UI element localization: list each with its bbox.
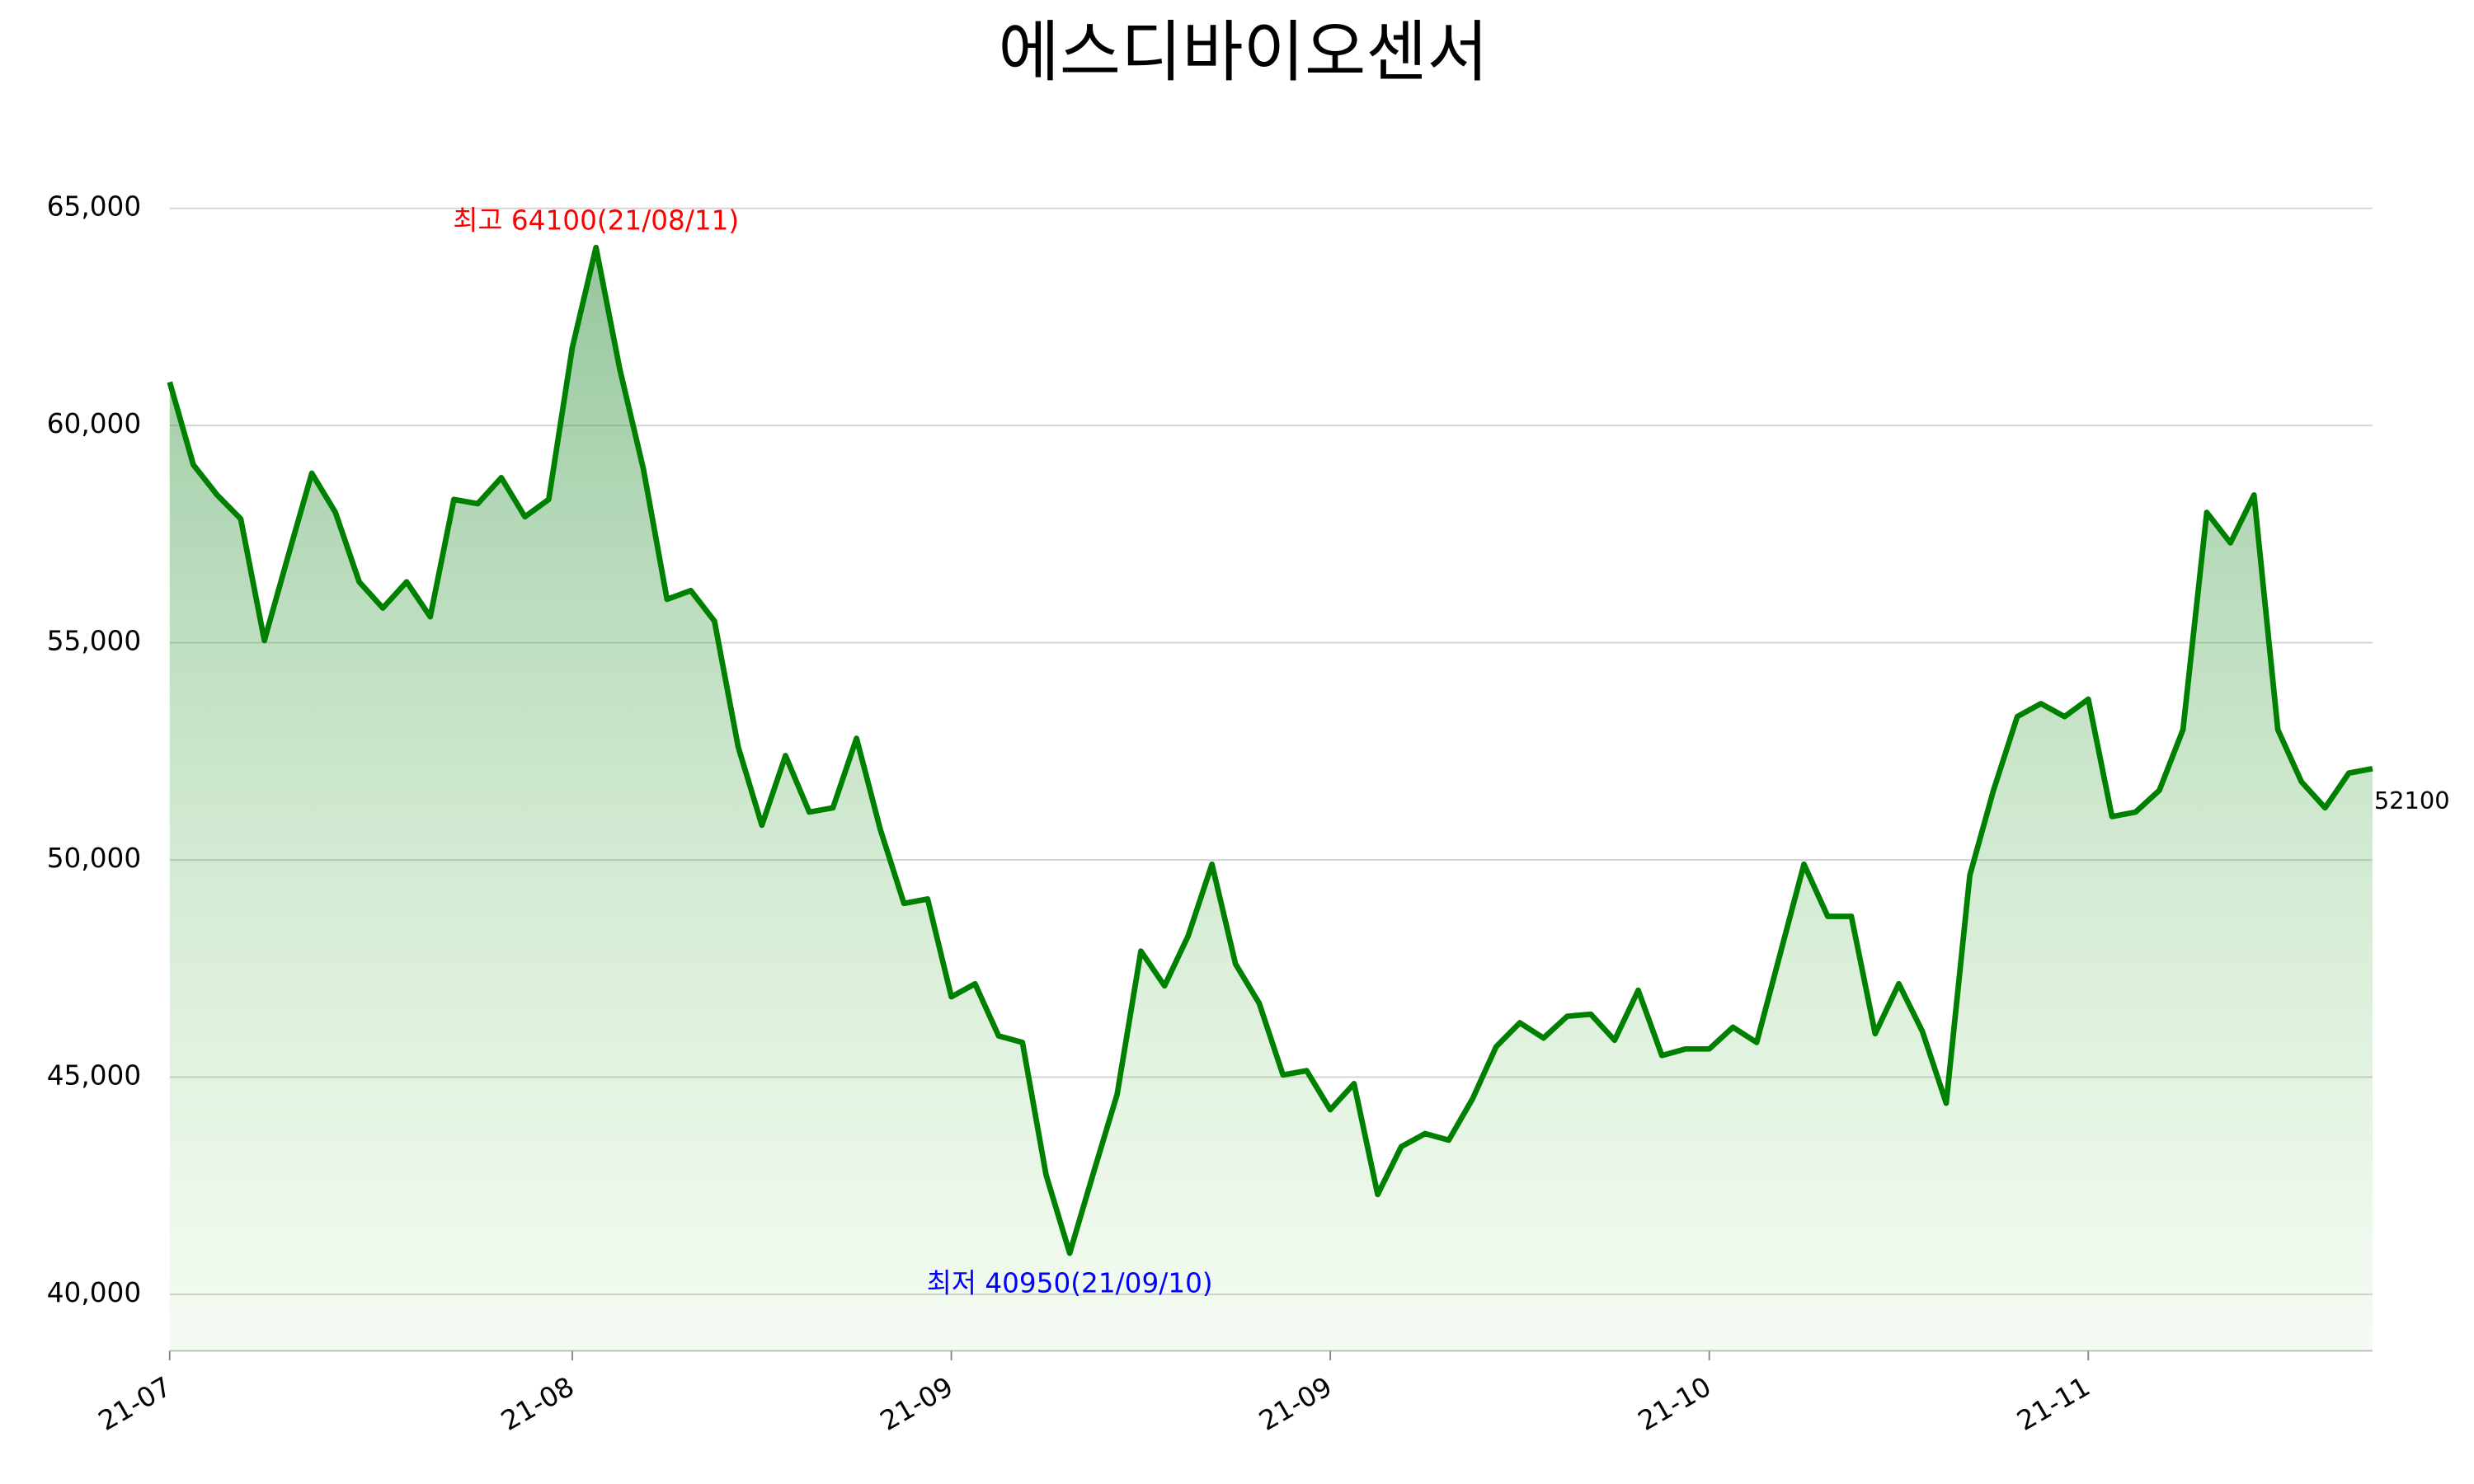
y-tick-label: 55,000 <box>47 626 141 657</box>
y-tick-label: 45,000 <box>47 1060 141 1092</box>
line <box>167 244 2373 1256</box>
x-tick-label: 21-11 <box>2011 1371 2095 1437</box>
y-tick-label: 60,000 <box>47 408 141 439</box>
max-annotation: 최고 64100(21/08/11) <box>453 204 739 236</box>
chart-title: 에스디바이오센서 <box>999 14 1489 92</box>
x-tick-label: 21-07 <box>93 1371 176 1437</box>
x-tick-label: 21-09 <box>875 1371 958 1437</box>
y-tick-label: 65,000 <box>47 191 141 223</box>
y-tick-label: 40,000 <box>47 1277 141 1308</box>
y-tick-label: 50,000 <box>47 843 141 874</box>
min-annotation: 최저 40950(21/09/10) <box>927 1267 1213 1298</box>
area <box>169 247 2373 1351</box>
x-tick-label: 21-09 <box>1253 1371 1337 1437</box>
x-tick-label: 21-08 <box>496 1371 579 1437</box>
last-value-label: 52100 <box>2374 787 2450 815</box>
x-tick-label: 21-10 <box>1633 1371 1716 1437</box>
